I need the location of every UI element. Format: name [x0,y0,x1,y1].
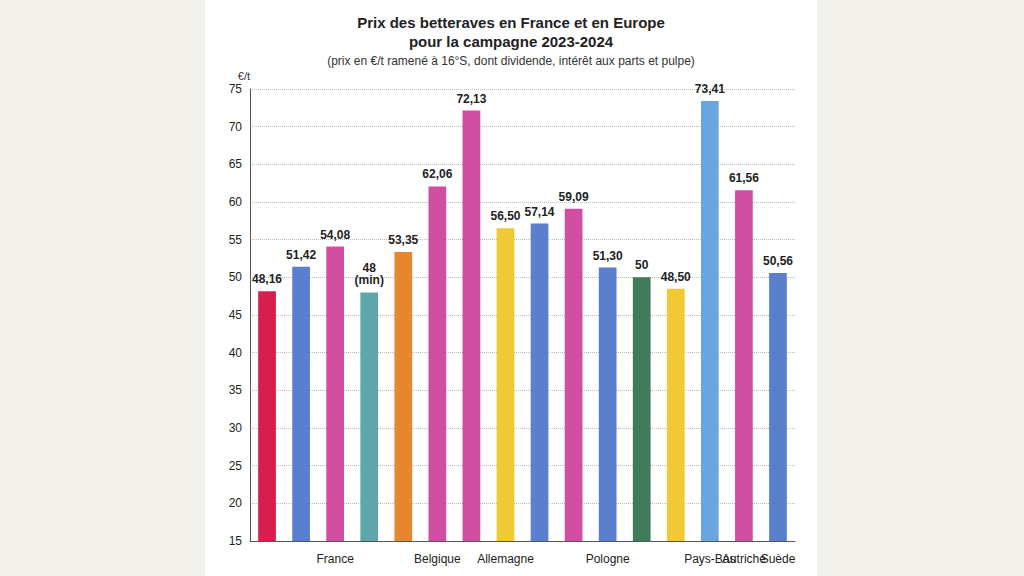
svg-text:55: 55 [229,233,243,247]
svg-text:50: 50 [229,270,243,284]
svg-text:France: France [316,552,354,566]
svg-text:50: 50 [635,258,649,272]
svg-text:65: 65 [229,157,243,171]
svg-text:51,30: 51,30 [593,249,623,263]
svg-text:70: 70 [229,120,243,134]
svg-text:40: 40 [229,346,243,360]
svg-text:75: 75 [229,82,243,96]
svg-text:pour la campagne 2023-2024: pour la campagne 2023-2024 [409,33,614,50]
svg-text:Allemagne: Allemagne [477,552,534,566]
svg-text:30: 30 [229,421,243,435]
svg-text:72,13: 72,13 [456,92,486,106]
svg-text:Belgique: Belgique [414,552,461,566]
svg-text:59,09: 59,09 [559,190,589,204]
svg-text:(prix en €/t ramené à 16°S, do: (prix en €/t ramené à 16°S, dont dividen… [327,54,695,68]
svg-text:Autriche: Autriche [722,552,766,566]
svg-text:25: 25 [229,459,243,473]
svg-text:48: 48 [362,261,376,276]
svg-text:€/t: €/t [238,70,250,82]
svg-text:51,42: 51,42 [286,248,316,262]
svg-text:35: 35 [229,383,243,397]
svg-text:Suède: Suède [761,552,796,566]
svg-text:57,14: 57,14 [525,205,555,219]
svg-text:50,56: 50,56 [763,254,793,268]
svg-text:48,50: 48,50 [661,270,691,284]
svg-text:Prix des betteraves en France: Prix des betteraves en France et en Euro… [357,14,665,31]
svg-text:54,08: 54,08 [320,228,350,242]
svg-text:61,56: 61,56 [729,171,759,185]
svg-text:56,50: 56,50 [490,209,520,223]
svg-text:45: 45 [229,308,243,322]
svg-text:15: 15 [229,534,243,548]
svg-text:48,16: 48,16 [252,272,282,286]
svg-text:(min): (min) [355,273,384,287]
svg-text:60: 60 [229,195,243,209]
svg-text:73,41: 73,41 [695,82,725,96]
svg-text:Pays-Bas: Pays-Bas [684,552,736,566]
svg-text:53,35: 53,35 [388,233,418,247]
svg-text:20: 20 [229,496,243,510]
svg-text:62,06: 62,06 [422,167,452,181]
svg-text:Pologne: Pologne [586,552,630,566]
